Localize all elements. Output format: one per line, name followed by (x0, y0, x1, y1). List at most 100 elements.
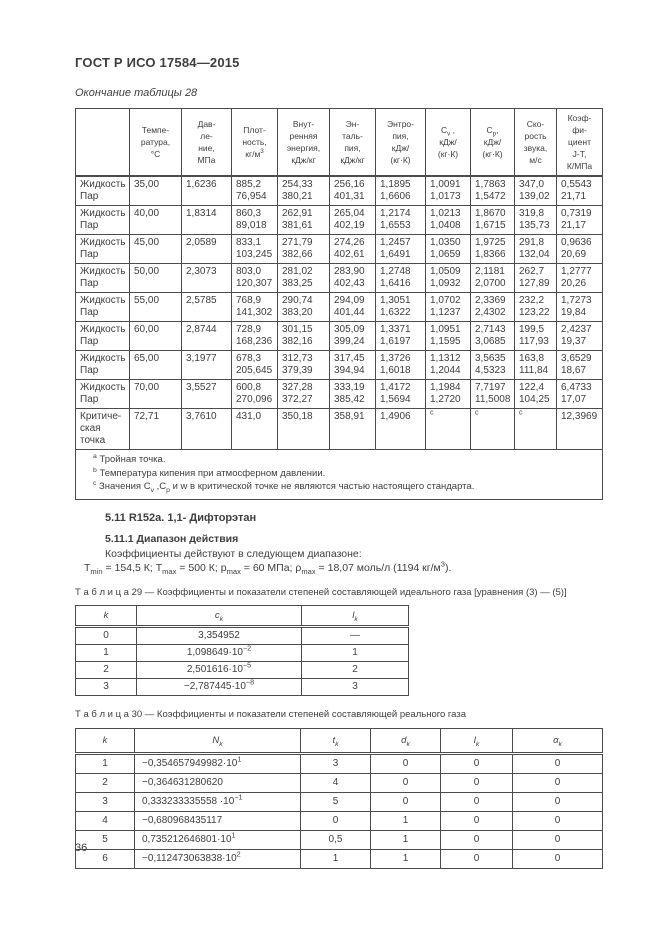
row-label: Жидкость Пар (75, 350, 130, 380)
cell: 6,4733 17,07 (556, 379, 603, 409)
cell: 2,3369 2,4302 (470, 292, 515, 322)
cell: 45,00 (129, 234, 182, 264)
cell: 2,0589 (181, 234, 232, 264)
table-row: 1 −0,354657949982·101 3 0 0 0 (75, 752, 603, 774)
table-row: Жидкость Пар 50,00 2,3073 803,0 120,307 … (75, 263, 603, 293)
cell: 2,3073 (181, 263, 232, 293)
table-row: 6 −0,112473063838·102 1 1 0 0 (75, 848, 603, 869)
doc-header: ГОСТ Р ИСО 17584—2015 (75, 55, 240, 70)
cell: 72,71 (129, 408, 182, 450)
cell: 40,00 (129, 205, 182, 235)
column-header-entropy: Энтро- пия, кДж/ (кг·К) (375, 108, 426, 177)
cell: 600,8 270,096 (231, 379, 278, 409)
cell: 301,15 382,16 (277, 321, 330, 351)
cell: 4 (300, 772, 371, 793)
cell: 0 (440, 810, 513, 831)
cell: 55,00 (129, 292, 182, 322)
cell: 265,04 402,19 (329, 205, 376, 235)
column-header-internal-energy: Внут- ренняя энергия, кДж/кг (277, 108, 330, 177)
column-header-ck: ck (136, 604, 302, 628)
cell: 3 (75, 677, 137, 696)
footnote-a: a Тройная точка. (93, 452, 166, 465)
cell: 65,00 (129, 350, 182, 380)
cell: 4 (75, 810, 135, 831)
cell: 1 (300, 848, 371, 869)
cell: 678,3 205,645 (231, 350, 278, 380)
table-row: Жидкость Пар 65,00 3,1977 678,3 205,645 … (75, 350, 603, 380)
table-30-real-gas-coefficients: k Nk tk dk lk αk 1 −0,354657949982·101 3… (75, 727, 603, 869)
cell: 2,501616·10−5 (136, 660, 302, 679)
cell: 305,09 399,24 (329, 321, 376, 351)
cell: 2,1181 2,0700 (470, 263, 515, 293)
cell: 1,0702 1,1237 (425, 292, 471, 322)
cell: c (425, 408, 471, 450)
cell: c (470, 408, 515, 450)
cell: 803,0 120,307 (231, 263, 278, 293)
section-heading-5-11: 5.11 R152a. 1,1- Дифторэтан (105, 511, 257, 524)
table-28-saturation-properties: Темпе- ратура, °С Дав- ле- ние, МПа Плот… (75, 108, 603, 500)
cell: 1,6236 (181, 175, 232, 206)
cell: 35,00 (129, 175, 182, 206)
column-header-enthalpy: Эн- таль- пия, кДж/кг (329, 108, 376, 177)
cell: 0,333233335558 ·10−1 (134, 791, 301, 812)
table-row: 2 −0,364631280620 4 0 0 0 (75, 772, 603, 793)
cell: 3,5635 4,5323 (470, 350, 515, 380)
column-header-tk: tk (300, 727, 371, 755)
cell: 294,09 401,44 (329, 292, 376, 322)
cell: 0 (512, 791, 603, 812)
cell: 1,0350 1,0659 (425, 234, 471, 264)
cell: 281,02 383,25 (277, 263, 330, 293)
range-values-text: Tmin = 154,5 К; Tmax = 500 К; pmax = 60 … (84, 559, 452, 576)
table-29-header-row: k ck lk (75, 604, 409, 628)
cell: 1 (370, 829, 441, 850)
table-row: 2 2,501616·10−5 2 (75, 660, 409, 679)
cell: 3 (75, 791, 135, 812)
cell: −0,680968435117 (134, 810, 301, 831)
cell: 274,26 402,61 (329, 234, 376, 264)
cell: 50,00 (129, 263, 182, 293)
cell: 232,2 123,22 (514, 292, 557, 322)
cell: 1,1984 1,2720 (425, 379, 471, 409)
column-header-pressure: Дав- ле- ние, МПа (181, 108, 232, 177)
cell: 2,8744 (181, 321, 232, 351)
cell: 3,7610 (181, 408, 232, 450)
cell: 283,90 402,43 (329, 263, 376, 293)
table-row: Жидкость Пар 45,00 2,0589 833,1 103,245 … (75, 234, 603, 264)
table-row: 1 1,098649·10−2 1 (75, 643, 409, 662)
cell: 0 (512, 829, 603, 850)
column-header-nk: Nk (134, 727, 301, 755)
cell: 347,0 139,02 (514, 175, 557, 206)
column-header-density: Плот- ность, кг/м3 (231, 108, 278, 177)
column-header-dk: dk (370, 727, 441, 755)
table-row: Жидкость Пар 70,00 3,5527 600,8 270,096 … (75, 379, 603, 409)
section-subheading-5-11-1: 5.11.1 Диапазон действия (105, 532, 239, 545)
cell: 70,00 (129, 379, 182, 409)
cell: 1 (370, 848, 441, 869)
row-label: Жидкость Пар (75, 263, 130, 293)
cell: 0 (75, 625, 137, 645)
cell: 0 (440, 848, 513, 869)
cell: 2,5785 (181, 292, 232, 322)
cell: 833,1 103,245 (231, 234, 278, 264)
cell: 291,8 132,04 (514, 234, 557, 264)
cell: 0 (512, 752, 603, 774)
cell: 254,33 380,21 (277, 175, 330, 206)
table-row: 5 0,735212646801·101 0,5 1 0 0 (75, 829, 603, 850)
table-row: Жидкость Пар 55,00 2,5785 768,9 141,302 … (75, 292, 603, 322)
table-30-header-row: k Nk tk dk lk αk (75, 727, 603, 755)
cell: 199,5 117,93 (514, 321, 557, 351)
cell: 7,7197 11,5008 (470, 379, 515, 409)
cell: 12,3969 (556, 408, 603, 450)
cell: 3 (300, 752, 371, 774)
table-row: Жидкость Пар 35,00 1,6236 885,2 76,954 2… (75, 175, 603, 206)
cell: 1,3371 1,6197 (375, 321, 426, 351)
cell: 885,2 76,954 (231, 175, 278, 206)
cell: 0,735212646801·101 (134, 829, 301, 850)
cell: 2,4237 19,37 (556, 321, 603, 351)
cell: 3,5527 (181, 379, 232, 409)
cell: 163,8 111,84 (514, 350, 557, 380)
cell: 0 (300, 810, 371, 831)
table-30-title: Т а б л и ц а 30 — Коэффициенты и показа… (75, 708, 466, 720)
table-29-title: Т а б л и ц а 29 — Коэффициенты и показа… (75, 586, 567, 598)
